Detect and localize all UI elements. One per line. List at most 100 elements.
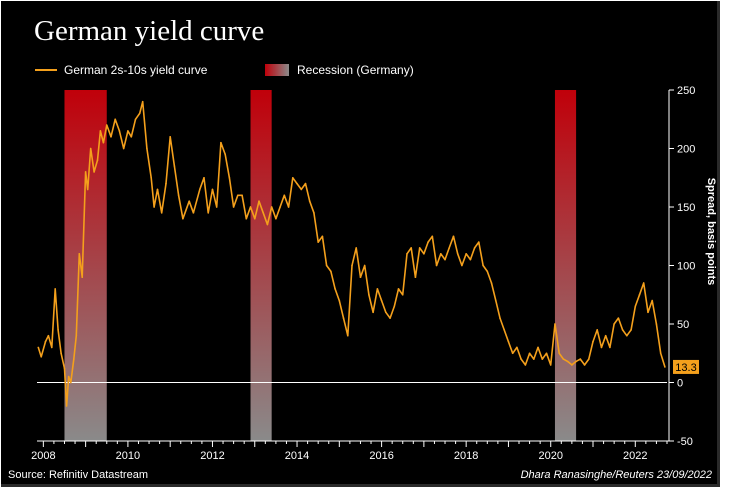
axes [37,89,674,447]
data-point [192,212,195,214]
x-tick-label: 2018 [454,450,478,462]
last-value-label: 13.3 [675,362,696,374]
data-point [490,282,493,284]
x-tick-label: 2022 [623,450,647,462]
data-point [613,323,615,325]
data-point [330,270,332,273]
data-point [473,247,476,249]
data-point [220,141,222,144]
data-point [122,147,125,150]
data-point [134,118,137,121]
data-point [596,329,599,331]
data-point [507,340,510,343]
data-point [533,358,535,360]
legend-item-series: German 2s-10s yield curve [35,63,207,77]
data-point [638,293,641,296]
data-point [342,317,345,319]
data-point [503,329,506,331]
data-point [78,253,81,255]
data-point [47,334,50,337]
data-point [609,346,611,349]
data-point [499,317,501,319]
data-point [258,200,260,202]
data-point [96,159,99,161]
data-point [427,241,429,243]
data-point [70,381,72,384]
data-point [237,194,239,197]
data-point [215,206,218,208]
series-layer [37,100,666,407]
data-point [630,329,632,331]
legend-line-swatch [35,69,57,71]
data-point [524,364,527,366]
data-point [511,352,514,355]
data-point [300,188,303,191]
data-point [575,360,577,363]
data-point [385,311,387,314]
data-point [592,340,594,343]
data-point [86,188,89,191]
data-point [558,352,560,355]
legend-item-recession: Recession (Germany) [265,63,414,77]
data-point [138,112,141,115]
data-point [452,235,455,238]
chart-title: German yield curve [34,15,265,47]
data-point [541,358,544,360]
data-point [160,212,163,214]
credit-note: Dhara Ranasinghe/Reuters 23/09/2022 [520,469,712,481]
y-tick-label: 0 [677,378,683,390]
data-point [334,288,336,290]
data-point [153,206,155,208]
data-point [105,124,108,126]
y-tick-label: 150 [677,202,695,214]
series-line-1 [37,100,666,407]
data-point [188,200,191,202]
recession-band-1 [64,90,107,441]
data-point [270,206,273,208]
data-point [89,147,92,150]
data-point [313,212,315,214]
data-point [355,247,358,249]
legend-series-label: German 2s-10s yield curve [64,63,208,77]
data-point [84,171,87,173]
data-point [389,317,391,319]
data-point [37,346,40,349]
data-point [325,264,328,267]
data-point [317,241,319,243]
data-point [562,358,565,360]
data-point [54,288,56,290]
data-point [308,200,311,202]
data-point [461,264,463,267]
x-tick-label: 2020 [538,450,562,462]
data-point [655,323,658,325]
data-point [93,171,95,173]
data-point [397,288,400,290]
data-point [141,100,144,103]
data-point [571,364,573,366]
data-point [435,264,438,267]
data-point [127,130,129,132]
recession-band-3 [554,90,577,441]
data-point [40,355,43,358]
data-point [346,334,349,337]
recession-band-2 [250,90,272,441]
data-point [469,258,472,261]
data-point [664,366,666,368]
data-point [372,311,374,314]
data-point [431,235,434,238]
data-point [114,118,117,121]
data-point [621,329,624,331]
data-point [439,253,442,255]
data-point [642,282,645,284]
legend-recession-swatch [265,64,289,76]
data-point [368,293,370,296]
data-point [376,288,379,290]
data-point [75,334,78,337]
data-point [279,206,281,208]
data-point [448,247,451,249]
data-point [60,352,62,355]
data-point [406,253,408,255]
data-point [304,182,307,185]
data-point [600,346,603,349]
data-point [207,212,210,214]
